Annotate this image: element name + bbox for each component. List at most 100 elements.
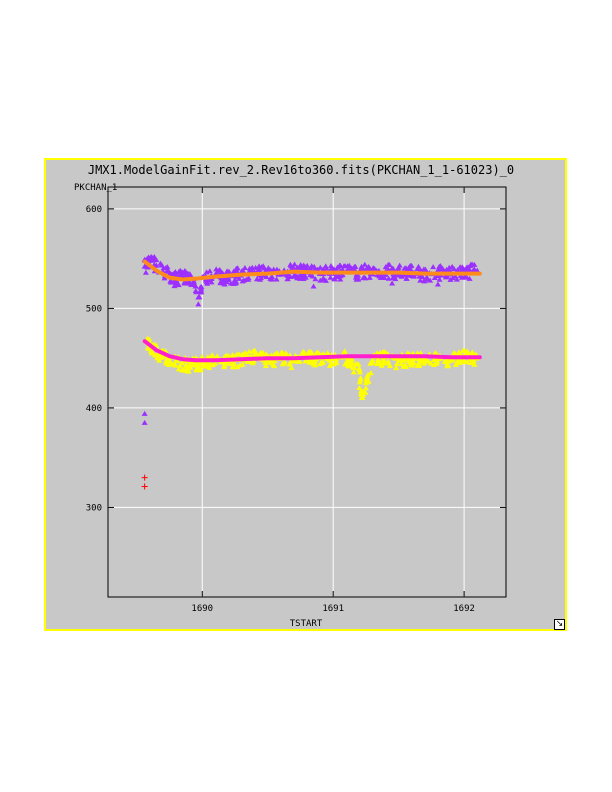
upper-data-point (447, 276, 454, 282)
upper-data-point (284, 276, 291, 282)
lower-fit-line (142, 339, 482, 363)
plot-area: 1690 1691 1692 300 400 500 600 (86, 186, 507, 614)
upper-data-point (198, 284, 205, 290)
upper-data-point (309, 273, 316, 279)
upper-data-point (333, 266, 340, 272)
lower-data-point (193, 367, 200, 373)
upper-data-point (274, 266, 281, 272)
upper-data-point (297, 261, 304, 267)
lower-data-point (204, 354, 211, 360)
chart: JMX1.ModelGainFit.rev_2.Rev16to360.fits(… (74, 163, 514, 629)
upper-data-point (146, 257, 153, 263)
upper-data-point (310, 283, 317, 289)
lower-data-point (452, 361, 459, 367)
upper-data-point (386, 262, 393, 268)
upper-data-point (389, 280, 396, 286)
upper-data-point (256, 263, 263, 269)
upper-data-point (430, 264, 437, 270)
lower-data-point (165, 357, 172, 363)
upper-data-point (436, 276, 443, 282)
upper-data-point (452, 273, 459, 279)
upper-fit-line (142, 259, 482, 282)
y-axis-label: PKCHAN_1 (74, 183, 117, 193)
lower-data-point (358, 387, 365, 393)
lower-data-point (441, 358, 448, 364)
lower-data-point (179, 367, 186, 373)
lower-data-point (362, 389, 369, 395)
lower-data-point (363, 375, 370, 381)
upper-data-point (331, 276, 338, 282)
lower-data-point (460, 347, 467, 353)
resize-corner-icon[interactable]: ↘ (554, 619, 565, 630)
upper-data-point (458, 274, 465, 280)
upper-data-point (148, 253, 155, 259)
upper-data-point (208, 279, 215, 285)
lower-data-point (262, 363, 269, 369)
lower-data-point (279, 361, 286, 367)
upper-data-point (219, 280, 226, 286)
lower-data-point (408, 358, 415, 364)
lower-data-point (357, 375, 364, 381)
lower-data-point (356, 385, 363, 391)
lower-data-point (416, 362, 423, 368)
outlier-cross (141, 474, 148, 481)
upper-data-point (410, 272, 417, 278)
upper-data-point (417, 277, 424, 283)
upper-data-point (284, 272, 291, 278)
lower-data-point (165, 362, 172, 368)
lower-data-point (393, 365, 400, 371)
upper-data-point (193, 289, 200, 295)
y-tick-label: 600 (86, 205, 102, 215)
upper-data-point (470, 267, 477, 273)
lower-data-point (328, 360, 335, 366)
upper-data-point (301, 263, 308, 269)
lower-data-point (386, 362, 393, 368)
lower-data-point (356, 367, 363, 373)
upper-data-point (443, 266, 450, 272)
upper-data-point (161, 275, 168, 281)
upper-data-point (239, 278, 246, 284)
lower-data-point (467, 359, 474, 365)
lower-data-point (355, 361, 362, 367)
outlier-triangle (141, 410, 148, 416)
upper-data-point (322, 263, 329, 269)
upper-data-point (457, 264, 464, 270)
upper-data-point (422, 266, 429, 272)
upper-data-point (396, 262, 403, 268)
upper-data-point (328, 262, 335, 268)
lower-data-point (363, 380, 370, 386)
lower-data-point (314, 349, 321, 355)
upper-data-point (203, 279, 210, 285)
lower-data-point (271, 363, 278, 369)
upper-data-point (246, 265, 253, 271)
y-tick-label: 300 (86, 503, 102, 513)
lower-data-point (274, 350, 281, 356)
upper-data-point (153, 262, 160, 268)
lower-data-point (402, 362, 409, 368)
upper-data-point (141, 263, 148, 269)
lower-data-point (350, 369, 357, 375)
plot-border (107, 186, 507, 598)
lower-data-point (201, 363, 208, 369)
lower-data-point (421, 360, 428, 366)
y-tick-label: 400 (86, 404, 102, 414)
upper-data-point (185, 272, 192, 278)
lower-data-point (464, 348, 471, 354)
lower-data-point (229, 363, 236, 369)
upper-data-point (361, 261, 368, 267)
lower-data-point (173, 358, 180, 364)
lower-data-point (340, 349, 347, 355)
lower-data-point (358, 394, 365, 400)
lower-data-point (239, 361, 246, 367)
upper-data-point (405, 265, 412, 271)
upper-data-point (388, 266, 395, 272)
upper-data-point (233, 265, 240, 271)
lower-data-point (393, 361, 400, 367)
upper-data-point (438, 266, 445, 272)
upper-data-point (312, 276, 319, 282)
lower-data-point (357, 391, 364, 397)
upper-data-point (374, 272, 381, 278)
lower-data-point (404, 350, 411, 356)
lower-data-point (176, 363, 183, 369)
upper-data-point (175, 282, 182, 288)
